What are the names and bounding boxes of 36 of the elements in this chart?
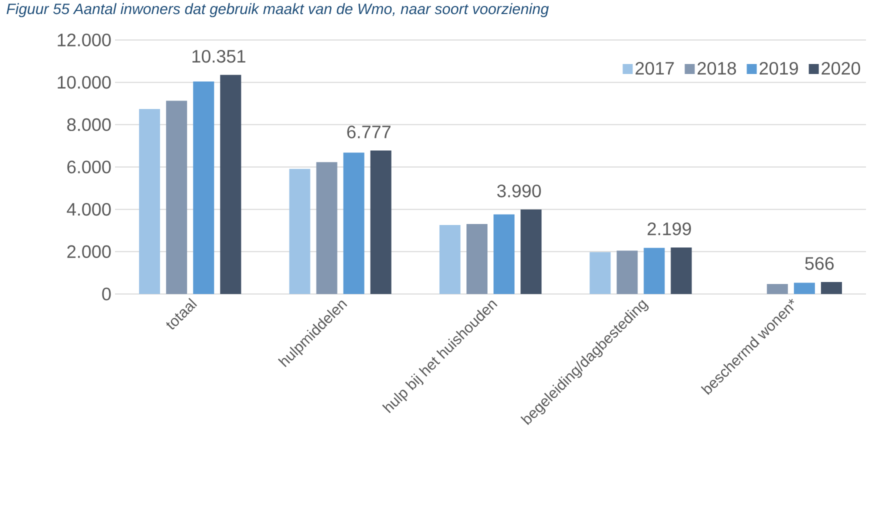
data-label: 566 [805,257,834,270]
y-tick-label: 0 [102,288,111,300]
data-label: 3.990 [497,184,541,198]
bar [494,214,515,294]
bar [820,282,842,294]
bar [616,250,638,294]
data-label: 10.351 [192,50,246,63]
bar [316,162,338,294]
y-tick-label: 12.000 [58,34,111,46]
y-tick-label: 2.000 [67,245,111,258]
y-tick-label: 4.000 [66,202,111,216]
bar [166,100,188,294]
bar [670,247,692,294]
bar [439,224,460,294]
bar [466,224,488,294]
bar [193,81,214,294]
bar [794,282,815,294]
data-label: 2.199 [648,222,691,236]
chart-title: Figuur 55 Aantal inwoners dat gebruik maakt van de Wmo, naar soort voorziening [6,3,549,18]
bar [766,284,788,294]
legend-label: 2019 [760,62,798,75]
bar [220,74,242,294]
y-tick-label: 10.000 [58,76,111,89]
bar [139,109,160,294]
bar [370,150,392,294]
y-tick-label: 8.000 [67,118,111,132]
bar [520,210,542,294]
bar [289,168,310,294]
data-label: 6.777 [347,126,390,138]
y-tick-label: 6.000 [67,160,111,174]
legend-label: 2017 [636,62,674,75]
bar [343,152,364,294]
bar [590,252,611,294]
legend-label: 2020 [822,62,860,75]
bar [644,248,665,294]
legend-label: 2018 [698,62,736,75]
